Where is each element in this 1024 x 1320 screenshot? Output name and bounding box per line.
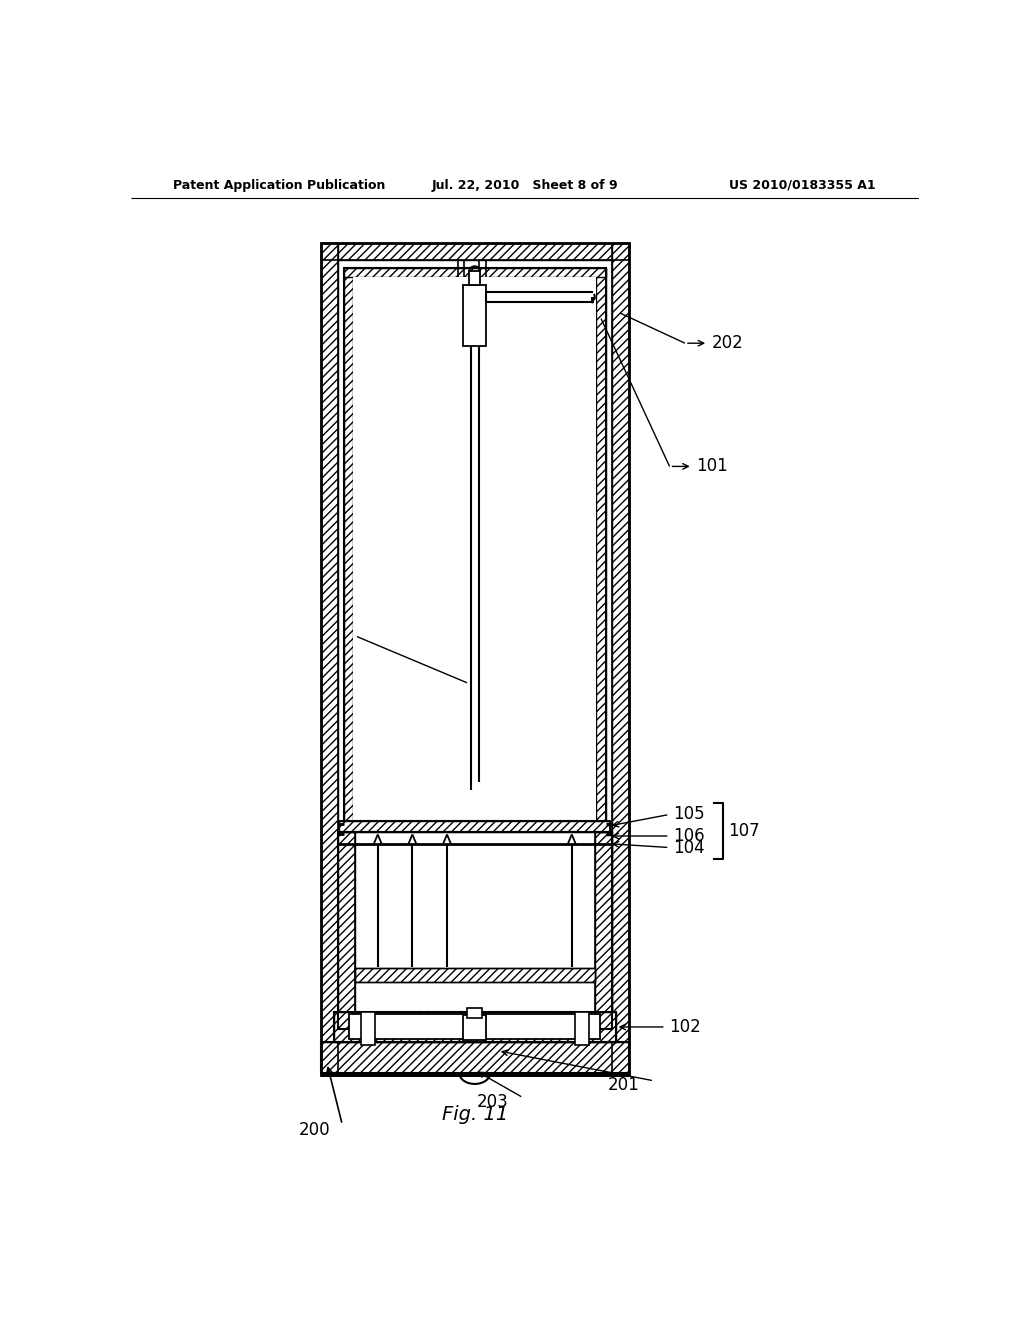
Bar bbox=[344, 268, 605, 277]
Bar bbox=[463, 1015, 486, 1040]
Text: 102: 102 bbox=[670, 1018, 701, 1036]
Text: 104: 104 bbox=[674, 838, 706, 857]
Text: 105: 105 bbox=[674, 805, 706, 824]
Bar bbox=[595, 832, 611, 1028]
Bar bbox=[354, 969, 595, 982]
Text: Fig. 11: Fig. 11 bbox=[442, 1105, 509, 1125]
Text: 101: 101 bbox=[696, 458, 728, 475]
Bar bbox=[321, 243, 629, 1074]
Text: 106: 106 bbox=[674, 828, 706, 845]
Text: 107: 107 bbox=[728, 822, 760, 840]
Bar bbox=[321, 1043, 629, 1073]
Bar bbox=[360, 1012, 375, 1044]
Bar bbox=[338, 832, 354, 1028]
Text: 200: 200 bbox=[298, 1121, 330, 1139]
Text: Patent Application Publication: Patent Application Publication bbox=[173, 178, 385, 191]
Bar bbox=[354, 969, 595, 982]
Bar bbox=[321, 243, 629, 260]
Bar bbox=[321, 1043, 629, 1073]
Bar bbox=[574, 1012, 589, 1044]
Bar bbox=[467, 1008, 482, 1018]
Bar bbox=[344, 268, 605, 821]
Bar bbox=[596, 268, 605, 821]
Bar bbox=[334, 1011, 615, 1043]
Bar bbox=[353, 277, 596, 821]
Bar bbox=[611, 243, 629, 1074]
Text: 202: 202 bbox=[712, 334, 743, 352]
Bar bbox=[469, 271, 480, 285]
Bar bbox=[463, 285, 486, 346]
Bar bbox=[321, 243, 338, 1074]
Bar bbox=[339, 821, 610, 832]
Bar bbox=[344, 268, 353, 821]
Text: Jul. 22, 2010   Sheet 8 of 9: Jul. 22, 2010 Sheet 8 of 9 bbox=[431, 178, 618, 191]
Bar bbox=[339, 821, 610, 832]
Text: 201: 201 bbox=[608, 1076, 640, 1094]
Text: US 2010/0183355 A1: US 2010/0183355 A1 bbox=[729, 178, 876, 191]
Bar bbox=[349, 1014, 600, 1039]
Bar bbox=[338, 832, 611, 1028]
Text: 203: 203 bbox=[477, 1093, 509, 1110]
Bar bbox=[334, 1011, 615, 1043]
